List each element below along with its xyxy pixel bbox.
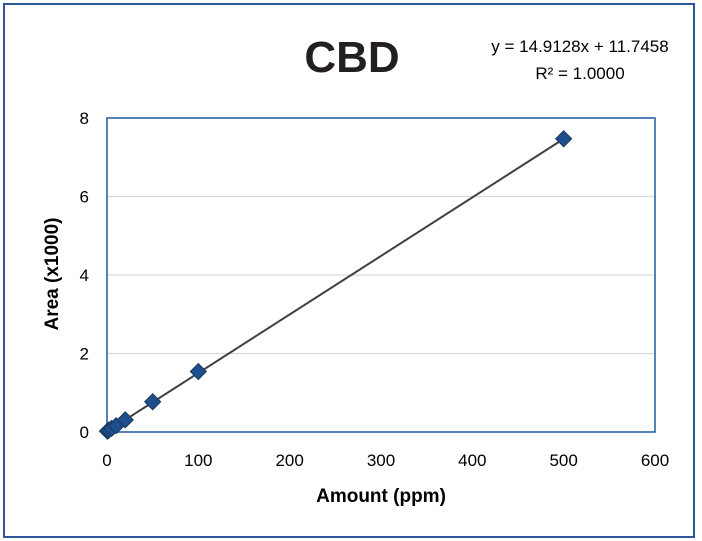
trendline [106,138,565,433]
data-point [116,411,134,429]
y-axis-title: Area (x1000) [42,217,63,330]
x-tick-label: 400 [458,451,486,470]
trendline-layer [106,138,565,433]
chart-frame [3,3,695,538]
y-tick-label: 6 [80,188,89,207]
axis-ticks: 0 2 4 6 8 0 100 200 300 400 500 600 [80,109,670,470]
chart-title: CBD [304,33,399,82]
y-tick-label: 0 [80,423,89,442]
y-tick-label: 2 [80,345,89,364]
y-tick-label: 8 [80,109,89,128]
trendline-equation: y = 14.9128x + 11.7458 [491,37,668,56]
x-tick-label: 600 [641,451,669,470]
plot-area [106,117,656,433]
x-tick-label: 200 [275,451,303,470]
x-axis-title: Amount (ppm) [316,486,446,507]
data-point [554,130,573,148]
r-squared-label: R² = 1.0000 [535,64,624,83]
data-point [143,393,162,411]
grid-lines [107,195,655,355]
data-point [189,362,208,381]
data-markers [98,130,573,440]
x-tick-label: 0 [102,451,111,470]
x-tick-label: 500 [549,451,577,470]
x-tick-label: 100 [184,451,212,470]
y-tick-label: 4 [80,266,89,285]
x-tick-label: 300 [367,451,395,470]
